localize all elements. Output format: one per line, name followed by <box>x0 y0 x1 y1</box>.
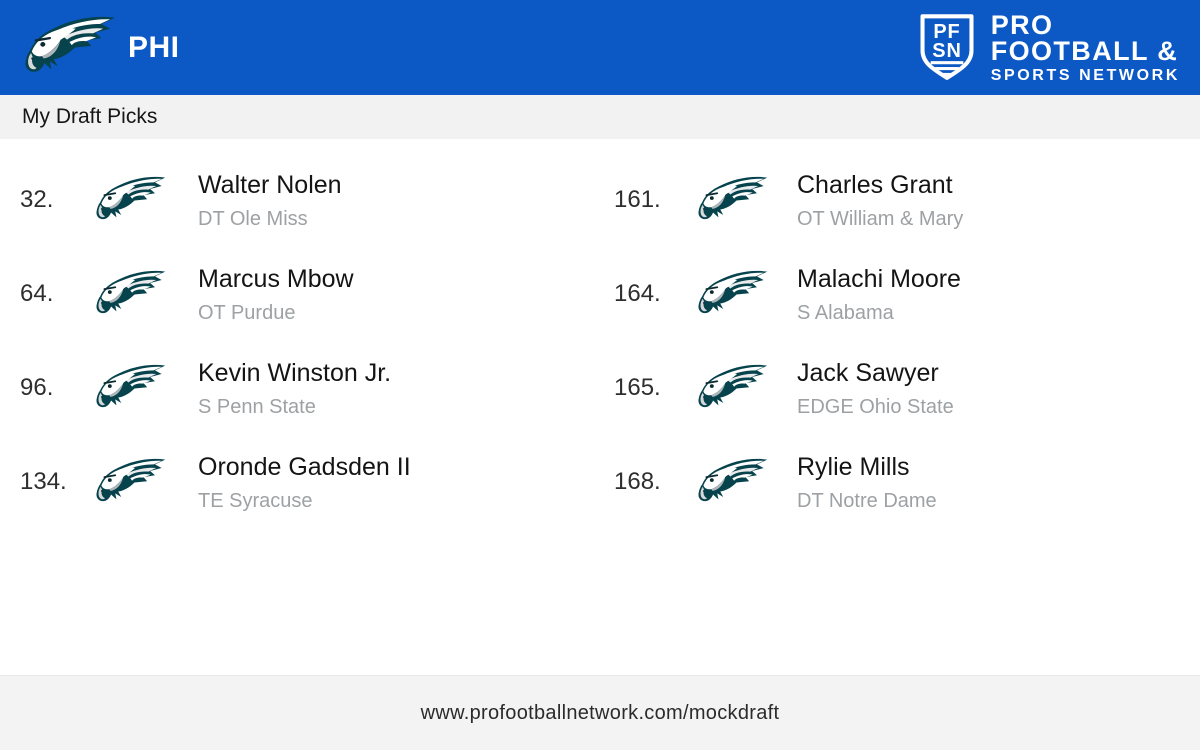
player-position-school: S Penn State <box>198 395 316 418</box>
player-name: Walter Nolen <box>198 171 342 200</box>
pick-row: 134. Oronde Gadsden II TE Syracuse <box>0 435 597 529</box>
pick-info: Walter Nolen DT Ole Miss <box>198 171 342 229</box>
pick-number: 96. <box>20 374 54 401</box>
pick-row: 64. Marcus Mbow OT Purdue <box>0 247 597 341</box>
picks-column-left: 32. Walter Nolen DT Ole Miss 64. Marcus … <box>0 153 597 675</box>
section-title: My Draft Picks <box>22 105 158 128</box>
shield-letters-top: PF <box>933 21 960 43</box>
pfsn-wordmark: PRO FOOTBALL & SPORTS NETWORK <box>990 9 1180 84</box>
pick-info: Jack Sawyer EDGE Ohio State <box>797 359 954 417</box>
player-name: Malachi Moore <box>797 265 961 294</box>
player-position-school: TE Syracuse <box>198 489 313 512</box>
brand-line-2: FOOTBALL & <box>990 35 1179 66</box>
team-header: PHI PF SN PRO FOOTBALL & SPORTS NETWORK <box>0 0 1200 95</box>
player-position-school: DT Notre Dame <box>797 489 937 512</box>
pfsn-brand: PF SN PRO FOOTBALL & SPORTS NETWORK <box>918 9 1180 84</box>
pick-info: Malachi Moore S Alabama <box>797 265 961 323</box>
picks-column-right: 161. Charles Grant OT William & Mary 164… <box>597 153 1200 675</box>
shield-line-3 <box>939 72 954 76</box>
shield-line-1 <box>930 60 964 64</box>
pick-number: 164. <box>614 280 661 307</box>
pick-row: 168. Rylie Mills DT Notre Dame <box>597 435 1200 529</box>
player-name: Rylie Mills <box>797 453 910 482</box>
eagles-logo-icon <box>697 174 770 227</box>
pick-number: 32. <box>20 186 54 213</box>
pick-row: 165. Jack Sawyer EDGE Ohio State <box>597 341 1200 435</box>
section-title-bar: My Draft Picks <box>0 95 1200 139</box>
brand-line-1: PRO <box>990 9 1054 40</box>
pick-info: Charles Grant OT William & Mary <box>797 171 963 229</box>
eagles-logo-icon <box>95 362 168 415</box>
eagles-logo-icon <box>697 456 770 509</box>
eagles-logo-icon <box>697 268 770 321</box>
pick-number: 64. <box>20 280 54 307</box>
pick-number: 134. <box>20 468 67 495</box>
pfsn-shield-icon: PF SN <box>920 13 974 80</box>
player-position-school: DT Ole Miss <box>198 207 308 230</box>
player-name: Kevin Winston Jr. <box>198 359 392 388</box>
pick-row: 161. Charles Grant OT William & Mary <box>597 153 1200 247</box>
eagles-logo-icon <box>95 268 168 321</box>
pick-number: 165. <box>614 374 661 401</box>
eagles-logo-icon <box>24 13 118 82</box>
pick-info: Oronde Gadsden II TE Syracuse <box>198 453 411 511</box>
pick-row: 164. Malachi Moore S Alabama <box>597 247 1200 341</box>
player-name: Marcus Mbow <box>198 265 354 294</box>
player-position-school: OT Purdue <box>198 301 296 324</box>
eagles-logo-icon <box>697 362 770 415</box>
player-name: Oronde Gadsden II <box>198 453 411 482</box>
pick-number: 161. <box>614 186 661 213</box>
pick-info: Kevin Winston Jr. S Penn State <box>198 359 391 417</box>
eagles-logo-icon <box>95 174 168 227</box>
footer-url: www.profootballnetwork.com/mockdraft <box>420 701 780 724</box>
player-position-school: EDGE Ohio State <box>797 395 954 418</box>
brand-line-3: SPORTS NETWORK <box>990 66 1180 84</box>
draft-picks-list: 32. Walter Nolen DT Ole Miss 64. Marcus … <box>0 139 1200 675</box>
pick-row: 96. Kevin Winston Jr. S Penn State <box>0 341 597 435</box>
pick-info: Marcus Mbow OT Purdue <box>198 265 354 323</box>
pick-row: 32. Walter Nolen DT Ole Miss <box>0 153 597 247</box>
team-abbreviation: PHI <box>128 30 180 64</box>
player-position-school: S Alabama <box>797 301 894 324</box>
pick-number: 168. <box>614 468 661 495</box>
player-name: Jack Sawyer <box>797 359 939 388</box>
player-name: Charles Grant <box>797 171 953 200</box>
player-position-school: OT William & Mary <box>797 207 964 230</box>
shield-line-2 <box>934 66 959 70</box>
pick-info: Rylie Mills DT Notre Dame <box>797 453 937 511</box>
footer-bar: www.profootballnetwork.com/mockdraft <box>0 675 1200 750</box>
shield-letters-bottom: SN <box>932 40 962 62</box>
team-identity: PHI <box>24 13 180 82</box>
eagles-logo-icon <box>95 456 168 509</box>
